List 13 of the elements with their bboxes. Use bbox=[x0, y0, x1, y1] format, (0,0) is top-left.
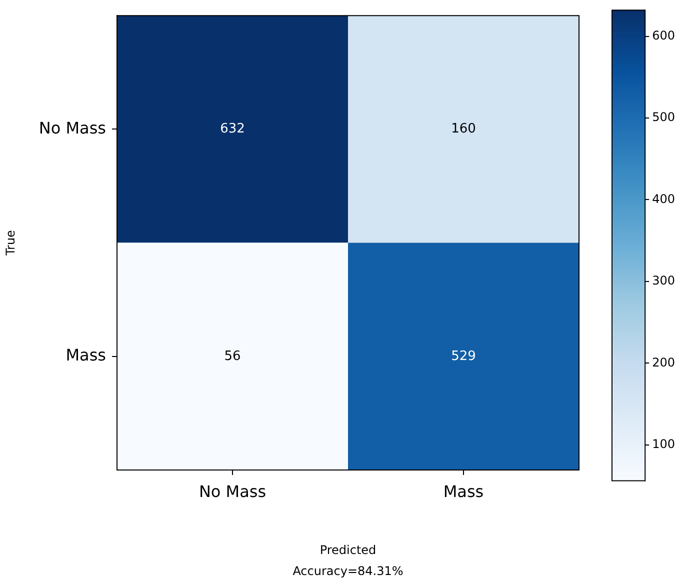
x-axis-title: Predicted bbox=[320, 542, 376, 557]
color-bar-label: 600 bbox=[652, 28, 675, 42]
y-axis-title: True bbox=[3, 230, 18, 257]
color-bar-label: 500 bbox=[652, 110, 675, 124]
color-bar-label: 200 bbox=[652, 355, 675, 370]
data-label: 160 bbox=[451, 122, 476, 137]
data-label: 56 bbox=[224, 348, 241, 364]
data-label: 529 bbox=[451, 348, 476, 364]
data-label: 632 bbox=[220, 122, 245, 137]
color-bar-label: 100 bbox=[652, 436, 675, 451]
text: Accuracy=84.31% bbox=[292, 564, 404, 578]
color-bar-label: 300 bbox=[652, 274, 675, 288]
color-bar-label: 400 bbox=[652, 192, 675, 206]
